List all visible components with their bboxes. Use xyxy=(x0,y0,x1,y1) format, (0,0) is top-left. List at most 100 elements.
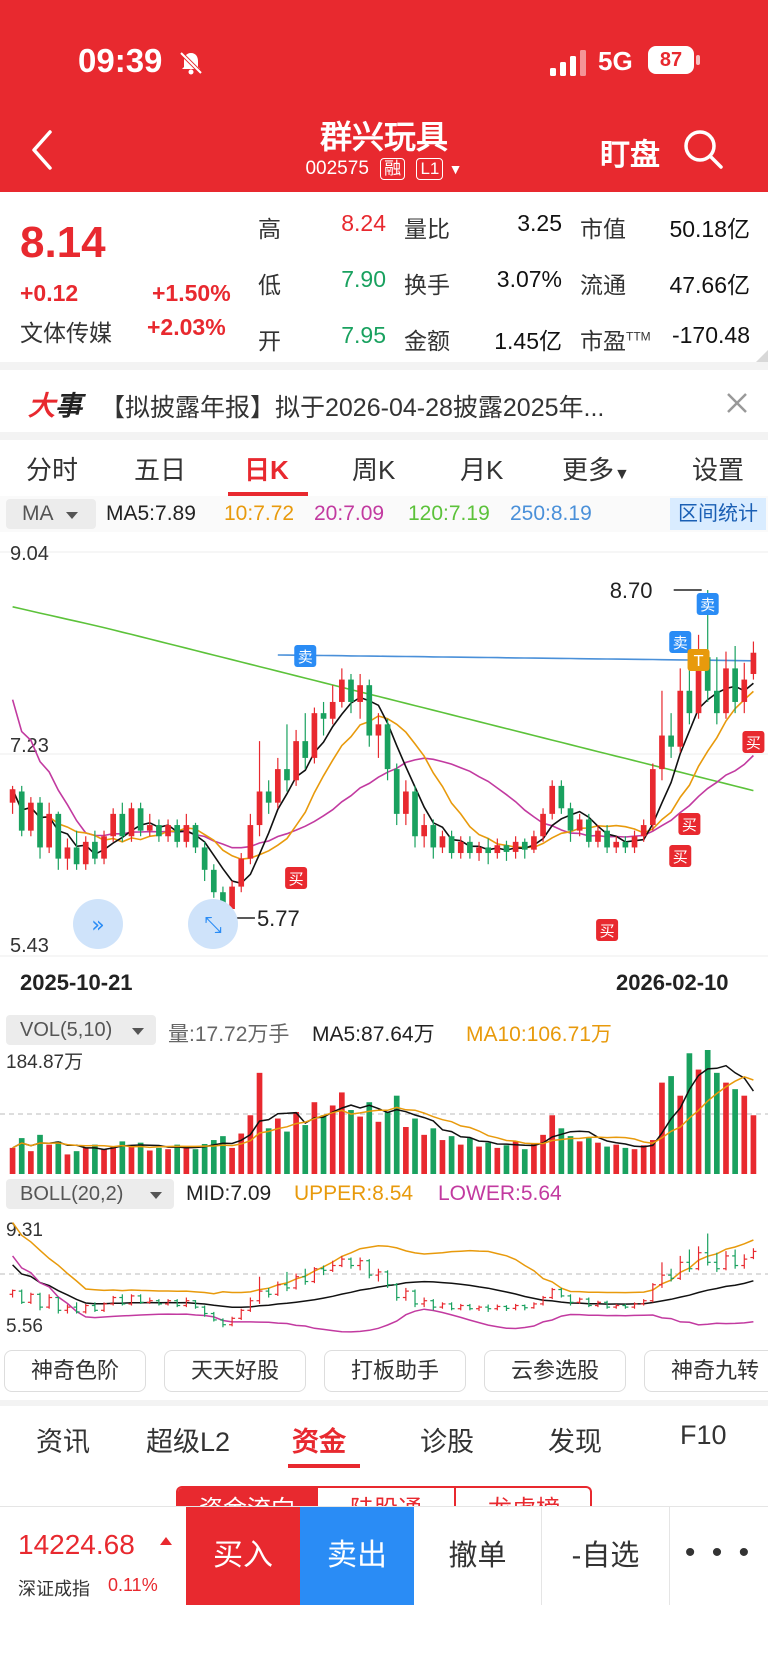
sell-button[interactable]: 卖出 xyxy=(300,1507,414,1605)
candle-body xyxy=(457,841,464,854)
candle-body xyxy=(549,785,556,814)
tab-intraday[interactable]: 分时 xyxy=(26,455,79,485)
close-icon[interactable] xyxy=(724,390,750,416)
news-text: 【拟披露年报】拟于2026-04-28披露2025年... xyxy=(100,394,605,422)
more-icon[interactable]: • • • xyxy=(684,1536,754,1569)
boll-upper-line xyxy=(11,1222,754,1295)
volume-bar xyxy=(686,1053,693,1174)
candle-body xyxy=(503,845,510,852)
candle-body xyxy=(238,858,245,887)
candle-body xyxy=(37,802,43,848)
price-change: +0.12 xyxy=(20,280,79,306)
candle-body xyxy=(421,825,427,837)
stat-label: 开 xyxy=(258,328,281,354)
boll-lower-line xyxy=(12,1255,754,1333)
margin-tag: 融 xyxy=(380,158,406,180)
x-axis-start-date: 2025-10-21 xyxy=(20,970,133,995)
remove-watchlist-button[interactable]: -自选 xyxy=(542,1507,670,1605)
volume-ma5-line xyxy=(12,1064,755,1151)
y-axis-label: 9.04 xyxy=(10,543,49,565)
stat-label: 低 xyxy=(258,272,281,298)
ma-indicator-select[interactable]: MA xyxy=(6,499,96,529)
candle-body xyxy=(439,836,446,848)
ma-legend: MA MA5:7.89 10:7.72 20:7.09 120:7.19 250… xyxy=(0,496,768,532)
tab-monthly-k[interactable]: 月K xyxy=(460,455,504,485)
volume-bar xyxy=(622,1147,629,1174)
tab-weekly-k[interactable]: 周K xyxy=(352,455,396,485)
search-icon[interactable] xyxy=(682,128,724,170)
stat-value-low: 7.90 xyxy=(341,266,386,292)
volume-bar xyxy=(101,1149,107,1174)
network-type: 5G xyxy=(598,46,633,76)
volume-bar xyxy=(714,1072,720,1174)
news-banner[interactable]: 大事 【拟披露年报】拟于2026-04-28披露2025年... xyxy=(0,370,768,432)
sector-name[interactable]: 文体传媒 xyxy=(20,320,112,346)
tab-super-l2[interactable]: 超级L2 xyxy=(146,1427,231,1457)
candle-body xyxy=(659,735,665,770)
candle-body xyxy=(293,741,299,781)
volume-bar xyxy=(494,1147,501,1174)
watch-button[interactable]: 盯盘 xyxy=(600,139,660,172)
index-name: 深证成指 xyxy=(18,1579,90,1599)
buy-button[interactable]: 买入 xyxy=(186,1507,300,1605)
volume-bar xyxy=(329,1105,336,1174)
boll-indicator-select[interactable]: BOLL(20,2) xyxy=(6,1179,174,1209)
candle-body xyxy=(695,657,702,714)
volume-bar xyxy=(293,1112,299,1174)
ma5-line xyxy=(11,682,754,885)
range-stats-button[interactable]: 区间统计 xyxy=(670,498,766,530)
candle-body xyxy=(320,713,327,719)
volume-bar xyxy=(732,1089,738,1174)
cancel-order-button[interactable]: 撤单 xyxy=(414,1507,542,1605)
stat-label: 量比 xyxy=(404,216,450,242)
y-axis-label: 7.23 xyxy=(10,735,49,757)
tab-diagnosis[interactable]: 诊股 xyxy=(420,1427,474,1457)
volume-bar xyxy=(302,1125,309,1174)
volume-bar xyxy=(403,1127,409,1174)
feature-color-scale[interactable]: 神奇色阶 xyxy=(4,1350,146,1392)
volume-bar xyxy=(375,1121,382,1174)
candle-body xyxy=(119,813,126,837)
stock-code-row[interactable]: 002575 融 L1 ▼ xyxy=(0,158,768,180)
tab-discover[interactable]: 发现 xyxy=(548,1427,602,1457)
candle-body xyxy=(210,869,217,893)
volume-chart[interactable]: 184.87万 xyxy=(0,1046,768,1176)
volume-indicator-select[interactable]: VOL(5,10) xyxy=(6,1015,156,1045)
candle-body xyxy=(357,685,363,702)
boll-chart[interactable]: 9.315.56 xyxy=(0,1210,768,1338)
candle-body xyxy=(613,841,620,848)
candle-body xyxy=(101,836,107,859)
feature-limit-up-helper[interactable]: 打板助手 xyxy=(324,1350,466,1392)
tab-news[interactable]: 资讯 xyxy=(36,1427,90,1457)
feature-daily-picks[interactable]: 天天好股 xyxy=(164,1350,306,1392)
tab-settings[interactable]: 设置 xyxy=(692,455,745,485)
feature-nine-turn[interactable]: 神奇九转 xyxy=(644,1350,768,1392)
volume-bar xyxy=(119,1141,126,1174)
expand-corner-icon[interactable] xyxy=(754,350,768,364)
sell-signal: 卖 xyxy=(673,634,688,652)
volume-bar xyxy=(540,1134,546,1174)
candle-body xyxy=(558,785,565,809)
tab-capital[interactable]: 资金 xyxy=(292,1427,346,1457)
active-tab-indicator xyxy=(228,492,308,496)
tab-daily-k[interactable]: 日K xyxy=(244,455,289,485)
volume-bar xyxy=(82,1147,89,1174)
feature-cloud-screener[interactable]: 云参选股 xyxy=(484,1350,626,1392)
tab-five-day[interactable]: 五日 xyxy=(134,455,187,485)
candle-body xyxy=(311,713,318,758)
tab-more[interactable]: 更多▼ xyxy=(562,455,630,485)
volume-bar xyxy=(64,1154,71,1174)
stat-value-amount: 1.45亿 xyxy=(494,328,562,354)
tab-f10[interactable]: F10 xyxy=(680,1420,727,1450)
candle-body xyxy=(622,841,629,848)
stock-name: 群兴玩具 xyxy=(319,119,448,155)
volume-bar xyxy=(649,1140,656,1174)
battery-icon: 87 xyxy=(648,46,700,74)
top-bar: 09:39 5G 87 群兴玩具 002575 融 L1 ▼ 盯盘 xyxy=(0,0,768,192)
volume-bar xyxy=(558,1128,565,1174)
candle-body xyxy=(677,690,684,747)
low-marker-label: 5.77 xyxy=(257,906,300,931)
back-arrow-icon[interactable] xyxy=(28,128,56,172)
candle-body xyxy=(73,847,80,865)
